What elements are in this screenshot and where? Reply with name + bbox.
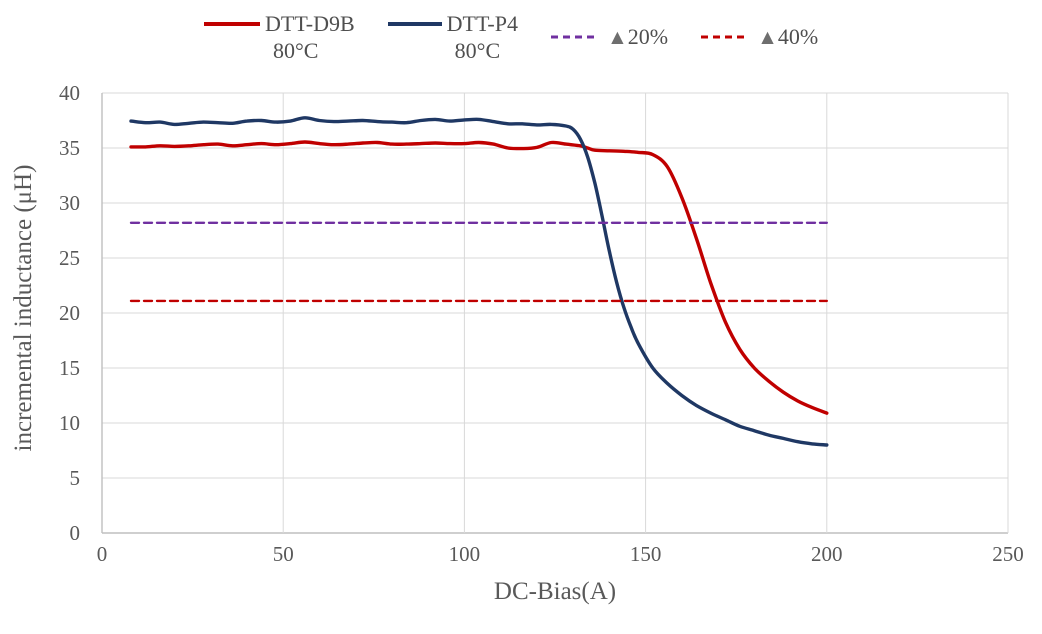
- y-tick-label: 10: [59, 411, 80, 435]
- y-tick-label: 35: [59, 136, 80, 160]
- y-tick-label: 20: [59, 301, 80, 325]
- y-tick-label: 5: [69, 466, 81, 490]
- triangle-icon: ▲: [606, 25, 628, 49]
- x-tick-label: 0: [96, 542, 108, 566]
- x-tick-label: 100: [448, 542, 481, 566]
- legend-sublabel-dtt-p4: 80°C: [454, 38, 501, 63]
- legend-item-40pct: ▲40%: [701, 10, 818, 64]
- purple-dashed-line-icon: [550, 35, 599, 39]
- x-tick-label: 250: [992, 542, 1024, 566]
- x-tick-label: 150: [629, 542, 662, 566]
- x-tick-label: 50: [272, 542, 294, 566]
- legend-label-40pct: ▲40%: [757, 24, 819, 49]
- legend-item-dtt-d9b: DTT-D9B 80°C: [204, 10, 355, 64]
- legend-label-dtt-p4: DTT-P4: [446, 11, 518, 36]
- y-tick-label: 30: [59, 191, 80, 215]
- y-tick-label: 15: [59, 356, 80, 380]
- red-solid-line-icon: [204, 22, 260, 26]
- y-tick-label: 25: [59, 246, 80, 270]
- triangle-icon: ▲: [757, 25, 778, 49]
- series-line-dtt-p4-80-c: [129, 116, 829, 447]
- navy-solid-line-icon: [387, 22, 442, 26]
- red-dashed-line-icon: [701, 35, 750, 39]
- legend-item-dtt-p4: DTT-P4 80°C: [387, 10, 518, 64]
- legend-label-dtt-d9b: DTT-D9B: [265, 11, 355, 36]
- legend: DTT-D9B 80°C DTT-P4 80°C ▲20% ▲40%: [204, 10, 818, 64]
- y-tick-label: 0: [69, 521, 81, 545]
- y-tick-label: 40: [59, 81, 80, 105]
- legend-sublabel-dtt-d9b: 80°C: [273, 38, 319, 63]
- x-axis-title: DC-Bias(A): [493, 578, 617, 605]
- legend-label-20pct: ▲20%: [606, 24, 669, 49]
- x-tick-label: 200: [811, 542, 843, 566]
- legend-item-20pct: ▲20%: [550, 10, 669, 64]
- series-line-dtt-d9b-80-c: [129, 140, 829, 415]
